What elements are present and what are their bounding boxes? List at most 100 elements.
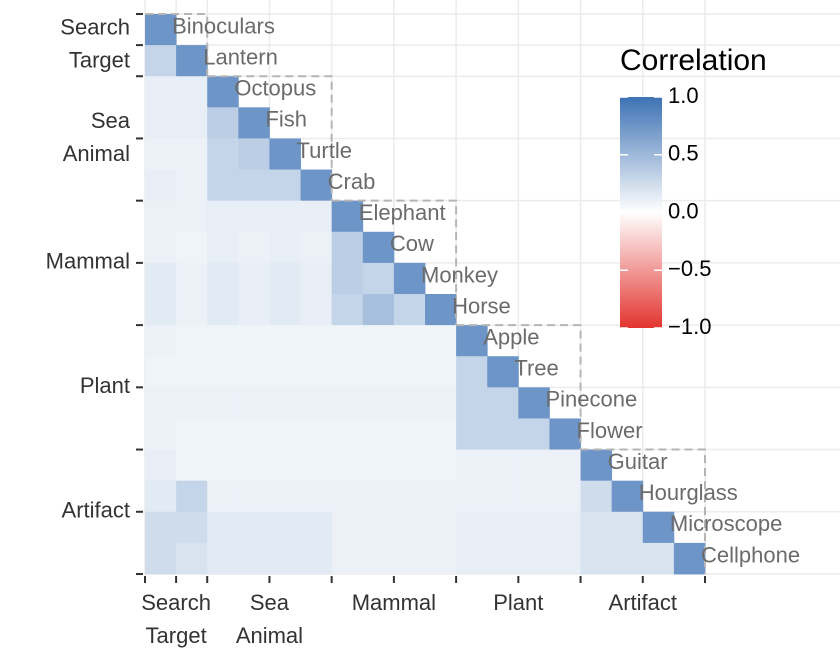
heatmap-cell <box>269 542 301 575</box>
legend-tick-label: 0.5 <box>668 141 699 166</box>
x-group-label: Animal <box>236 623 303 648</box>
heatmap-cell <box>145 138 177 170</box>
heatmap-cell <box>487 480 519 513</box>
heatmap-cell <box>300 449 333 482</box>
heatmap-cell <box>238 356 270 388</box>
heatmap-cell <box>331 262 364 295</box>
heatmap-cell <box>238 231 270 264</box>
heatmap-cell <box>362 449 395 482</box>
item-label: Turtle <box>297 138 352 163</box>
x-group-label: Mammal <box>352 590 436 615</box>
heatmap-cell <box>518 387 550 419</box>
heatmap-cell <box>487 418 519 450</box>
heatmap-cell <box>300 262 333 295</box>
heatmap-cell <box>549 449 581 482</box>
heatmap-cell <box>269 169 301 202</box>
heatmap-cell <box>176 45 208 77</box>
item-label: Flower <box>577 418 643 443</box>
heatmap-cell <box>425 387 457 419</box>
heatmap-cell <box>238 325 270 357</box>
heatmap-cell <box>393 449 426 482</box>
group-box <box>145 13 209 77</box>
heatmap-cell <box>518 542 550 575</box>
heatmap-cell <box>300 480 333 513</box>
heatmap-cell <box>300 387 333 419</box>
heatmap-cell <box>300 294 333 326</box>
heatmap-cell <box>207 356 239 388</box>
heatmap-cell <box>456 387 488 419</box>
legend-tick-label: −0.5 <box>668 256 711 281</box>
heatmap-cell <box>145 169 177 202</box>
heatmap-cell <box>176 542 208 575</box>
heatmap-cell <box>362 231 395 264</box>
heatmap-cell <box>238 262 270 295</box>
heatmap-cell <box>642 542 675 575</box>
item-label: Apple <box>483 324 539 349</box>
heatmap-cell <box>393 325 426 357</box>
heatmap-cell <box>362 294 395 326</box>
heatmap-cell <box>145 200 177 233</box>
x-group-label: Plant <box>493 590 543 615</box>
heatmap-cell <box>425 542 457 575</box>
heatmap-cell <box>207 169 239 202</box>
heatmap-cell <box>269 511 301 544</box>
heatmap-cell <box>456 511 488 544</box>
item-label: Hourglass <box>639 480 738 505</box>
heatmap-cell <box>269 294 301 326</box>
item-label: Horse <box>452 293 511 318</box>
heatmap-cell <box>269 200 301 233</box>
heatmap-cell <box>238 387 270 419</box>
heatmap-cell <box>207 294 239 326</box>
heatmap-cell <box>207 200 239 233</box>
heatmap-cell <box>300 200 333 233</box>
heatmap-cell <box>269 325 301 357</box>
heatmap-cell <box>207 138 239 170</box>
x-group-label: Target <box>146 623 207 648</box>
heatmap-cell <box>331 200 364 233</box>
heatmap-cell <box>518 480 550 513</box>
overlay: Binoculars Lantern Octopus Fish Turtle Crab El… <box>46 13 800 648</box>
heatmap-cell <box>176 262 208 295</box>
heatmap-cell <box>487 542 519 575</box>
heatmap-cell <box>207 231 239 264</box>
heatmap-cell <box>518 511 550 544</box>
heatmap-cell <box>331 511 364 544</box>
heatmap-cell <box>549 418 581 450</box>
heatmap-cell <box>425 294 457 326</box>
heatmap-cell <box>207 107 239 139</box>
x-group-label: Search <box>141 590 211 615</box>
heatmap-cell <box>145 387 177 419</box>
heatmap-cell <box>176 356 208 388</box>
heatmap-cell <box>642 511 675 544</box>
heatmap-cell <box>269 387 301 419</box>
heatmap-cell <box>238 418 270 450</box>
heatmap-cell <box>269 449 301 482</box>
heatmap-cell <box>176 480 208 513</box>
heatmap-cell <box>238 542 270 575</box>
heatmap-cell <box>238 511 270 544</box>
heatmap-cell <box>207 480 239 513</box>
heatmap-cell <box>238 138 270 170</box>
heatmap-cell <box>300 356 333 388</box>
heatmap-cell <box>549 542 581 575</box>
heatmap-cell <box>145 76 177 108</box>
heatmap-cell <box>176 325 208 357</box>
heatmap-cell <box>362 418 395 450</box>
y-group-label: Target <box>69 47 130 72</box>
heatmap-cell <box>362 542 395 575</box>
heatmap-cell <box>580 449 613 482</box>
heatmap-cell <box>393 387 426 419</box>
heatmap-cell <box>331 449 364 482</box>
x-group-label: Sea <box>250 590 290 615</box>
heatmap-cell <box>207 449 239 482</box>
item-label: Fish <box>265 107 307 132</box>
heatmap-cells <box>145 14 706 575</box>
heatmap-cell <box>456 542 488 575</box>
heatmap-cell <box>176 294 208 326</box>
heatmap-cell <box>673 542 706 575</box>
heatmap-cell <box>207 511 239 544</box>
group-box <box>580 448 706 574</box>
heatmap-cell <box>362 387 395 419</box>
heatmap-cell <box>145 542 177 575</box>
